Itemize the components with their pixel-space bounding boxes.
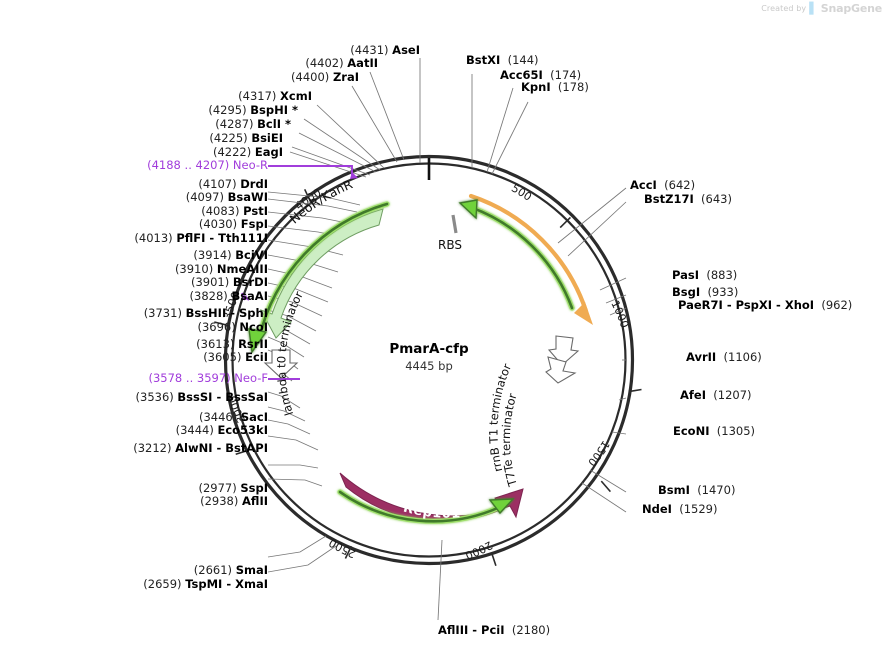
green-arrow-bottom [337, 489, 515, 524]
site-label-acci: AccI (642) [630, 178, 696, 192]
site-label-fspi: (4030) FspI [198, 217, 268, 231]
site-label-smai: (2661) SmaI [193, 563, 268, 577]
site-label-eagi: (4222) EagI [212, 145, 283, 159]
site-label-bsshii: (3731) BssHII - SphI [143, 306, 268, 320]
snapgene-watermark: Created by ▌ SnapGene [761, 2, 882, 15]
site-label-avrii: AvrII (1106) [686, 350, 762, 364]
site-label-ecii: (3605) EciI [203, 350, 268, 364]
site-label-pasi: PasI (883) [672, 268, 738, 282]
site-label-bstxi: BstXI (144) [466, 53, 539, 67]
tick-label-2500: 2500 [327, 536, 358, 561]
site-label-rsrii: (3613) RsrII [196, 337, 268, 351]
site-label-afliii: AflIII - PciI (2180) [438, 623, 551, 637]
site-label-alwni: (3212) AlwNI - BstAPI [133, 441, 268, 455]
site-label-saci: (3446) SacI [198, 410, 268, 424]
site-label-bcivi: (3914) BciVI [193, 248, 268, 262]
green-arrow-left [248, 201, 390, 354]
primer-arrowheads [244, 172, 358, 301]
site-label-bstz17i: BstZ17I (643) [644, 192, 732, 206]
site-label-bsiei: (4225) BsiEI [209, 131, 283, 145]
site-label-afei: AfeI (1207) [680, 388, 752, 402]
site-label-bcli: (4287) BclI * [215, 117, 291, 131]
site-label-zrai: (4400) ZraI [291, 70, 359, 84]
site-label-nmeaiii: (3910) NmeAIII [174, 262, 268, 276]
site-label-sspi: (2977) SspI [198, 481, 268, 495]
site-label-pflfi: (4013) PflFI - Tth111I [134, 231, 268, 245]
site-label-psti: (4083) PstI [201, 204, 268, 218]
leader-lines-bottom [437, 539, 443, 621]
site-label-eco53ki: (3444) Eco53kI [175, 423, 268, 437]
site-label-paer7i: PaeR7I - PspXI - XhoI (962) [678, 298, 853, 312]
site-label-bsphi: (4295) BspHI * [208, 103, 298, 117]
feature-label-t7te-terminator: T7Te terminator [499, 391, 520, 488]
feature-neor-kanr [259, 208, 384, 339]
orange-arrow [468, 193, 593, 325]
plasmid-name: PmarA-cfp [389, 341, 469, 357]
site-label-econi: EcoNI (1305) [673, 424, 756, 438]
site-label-bsgi: BsgI (933) [672, 285, 739, 299]
watermark-created-by: Created by [761, 4, 807, 13]
site-label-aflii: (2938) AflII [200, 494, 268, 508]
primer-label-neo-r: (4188 .. 4207) Neo-R [147, 158, 268, 172]
primer-label-neo-f: (3578 .. 3597) Neo-F [148, 371, 269, 385]
site-label-bsaai: (3828) BsaAI [189, 289, 268, 303]
feature-label-rbs: RBS [438, 238, 462, 252]
site-label-bsawi: (4097) BsaWI [185, 190, 268, 204]
site-label-tspmi: (2659) TspMI - XmaI [143, 577, 268, 591]
site-label-drdi: (4107) DrdI [198, 177, 268, 191]
snapgene-flag-icon: ▌ [809, 2, 818, 15]
site-label-ndei: NdeI (1529) [642, 502, 718, 516]
site-label-acc65i: Acc65I (174) [500, 68, 582, 82]
feature-rbs [451, 214, 458, 234]
watermark-brand: SnapGene [820, 2, 882, 15]
site-label-aatii: (4402) AatII [305, 56, 378, 70]
site-label-asei: (4431) AseI [350, 43, 420, 57]
leader-lines-right [557, 187, 627, 513]
feature-t7te-terminator [545, 356, 577, 384]
site-label-ncoi: (3696) NcoI [197, 320, 268, 334]
feature-rrnb-t1-terminator [547, 335, 580, 366]
feature-lambda-t0-terminator [263, 349, 299, 379]
site-label-xcmi: (4317) XcmI [238, 89, 312, 103]
site-label-kpni: KpnI (178) [521, 80, 589, 94]
green-arrow-top [458, 199, 575, 311]
site-label-bsrdi: (3901) BsrDI [190, 275, 268, 289]
plasmid-size: 4445 bp [405, 359, 453, 373]
site-label-bsmi: BsmI (1470) [658, 483, 736, 497]
plasmid-center-label: PmarA-cfp 4445 bp [319, 341, 539, 373]
site-label-bsssi: (3536) BssSI - BssSaI [135, 390, 268, 404]
leader-lines-top [289, 58, 529, 178]
